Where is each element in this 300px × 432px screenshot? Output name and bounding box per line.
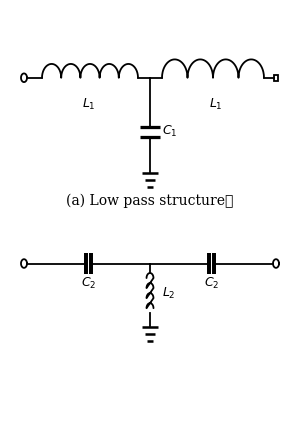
Text: $C_{1}$: $C_{1}$ [162, 124, 178, 139]
Text: $L_{1}$: $L_{1}$ [209, 97, 223, 112]
Text: $C_{2}$: $C_{2}$ [204, 276, 219, 291]
Text: $C_{2}$: $C_{2}$ [81, 276, 96, 291]
Text: $L_{1}$: $L_{1}$ [82, 97, 95, 112]
Text: $L_{2}$: $L_{2}$ [162, 286, 175, 301]
Text: (a) Low pass structure。: (a) Low pass structure。 [66, 194, 234, 208]
